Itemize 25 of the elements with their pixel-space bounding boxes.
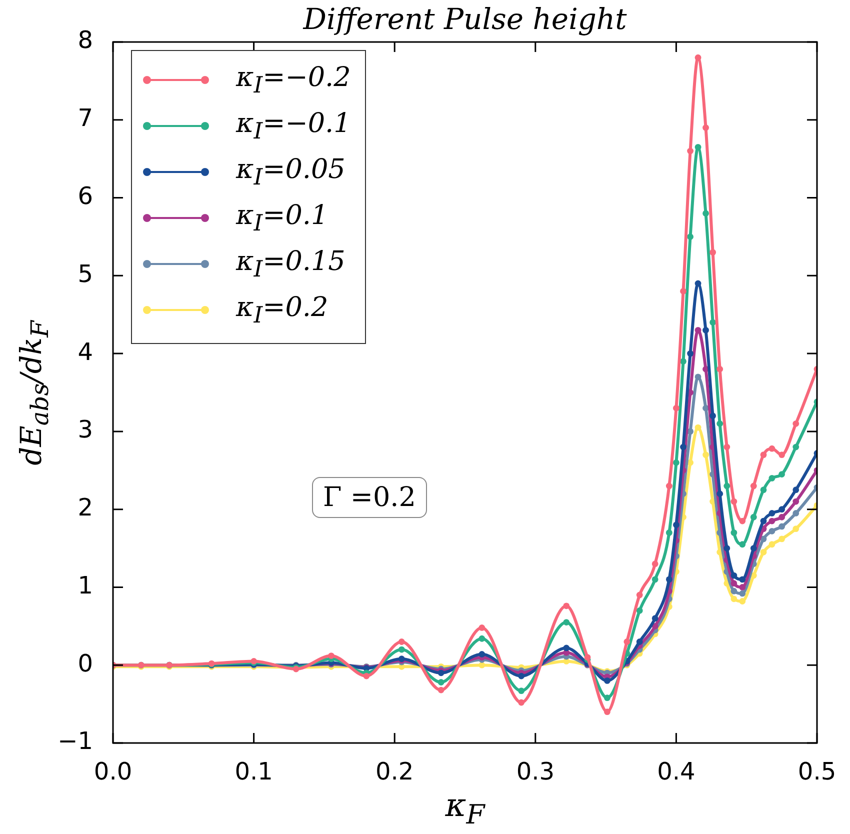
y-tick-label: 6 (78, 182, 93, 210)
y-tick-label: −1 (58, 727, 93, 756)
x-tick-label: 0.2 (376, 758, 414, 786)
legend-label: κ$_{I}$=0.15 (236, 246, 346, 282)
x-tick-label: 0.5 (798, 758, 836, 786)
chart-title: Different Pulse height (302, 2, 628, 36)
legend-label: κ$_{I}$=0.2 (236, 292, 328, 328)
legend-label: κ$_{I}$=−0.1 (236, 108, 351, 144)
y-tick-label: 3 (78, 416, 93, 444)
annotation: Γ =0.2 (312, 477, 427, 518)
y-tick-label: 5 (78, 260, 93, 288)
x-tick-label: 0.4 (657, 758, 696, 786)
legend-label: κ$_{I}$=0.05 (236, 154, 346, 190)
legend-label: κ$_{I}$=0.1 (236, 200, 328, 236)
legend-label: κ$_{I}$=−0.2 (236, 62, 351, 98)
x-tick-label: 0.0 (94, 758, 132, 786)
x-tick-label: 0.1 (234, 758, 273, 786)
y-tick-label: 4 (78, 338, 93, 366)
x-tick-label: 0.3 (516, 758, 554, 786)
x-axis-title: κ$_{F}$ (444, 786, 486, 830)
y-tick-label: 7 (78, 104, 93, 132)
y-tick-label: 2 (78, 494, 93, 522)
y-tick-label: 1 (78, 571, 93, 600)
y-tick-label: 8 (78, 26, 93, 54)
y-tick-label: 0 (78, 649, 93, 678)
